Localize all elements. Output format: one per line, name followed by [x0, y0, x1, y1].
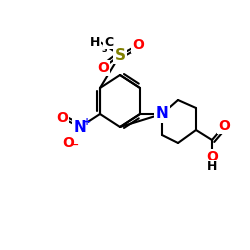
Text: 3: 3 — [101, 45, 107, 54]
Text: O: O — [62, 136, 74, 150]
Text: S: S — [114, 48, 126, 62]
Text: C: C — [104, 36, 113, 49]
Text: O: O — [132, 38, 144, 52]
Text: O: O — [206, 150, 218, 164]
Text: N: N — [74, 120, 86, 134]
Text: −: − — [70, 140, 80, 150]
Text: H: H — [207, 160, 217, 173]
Text: +: + — [83, 117, 91, 127]
Text: O: O — [97, 61, 109, 75]
Text: H: H — [90, 36, 100, 49]
Text: N: N — [156, 106, 168, 122]
Text: O: O — [56, 111, 68, 125]
Text: O: O — [218, 119, 230, 133]
